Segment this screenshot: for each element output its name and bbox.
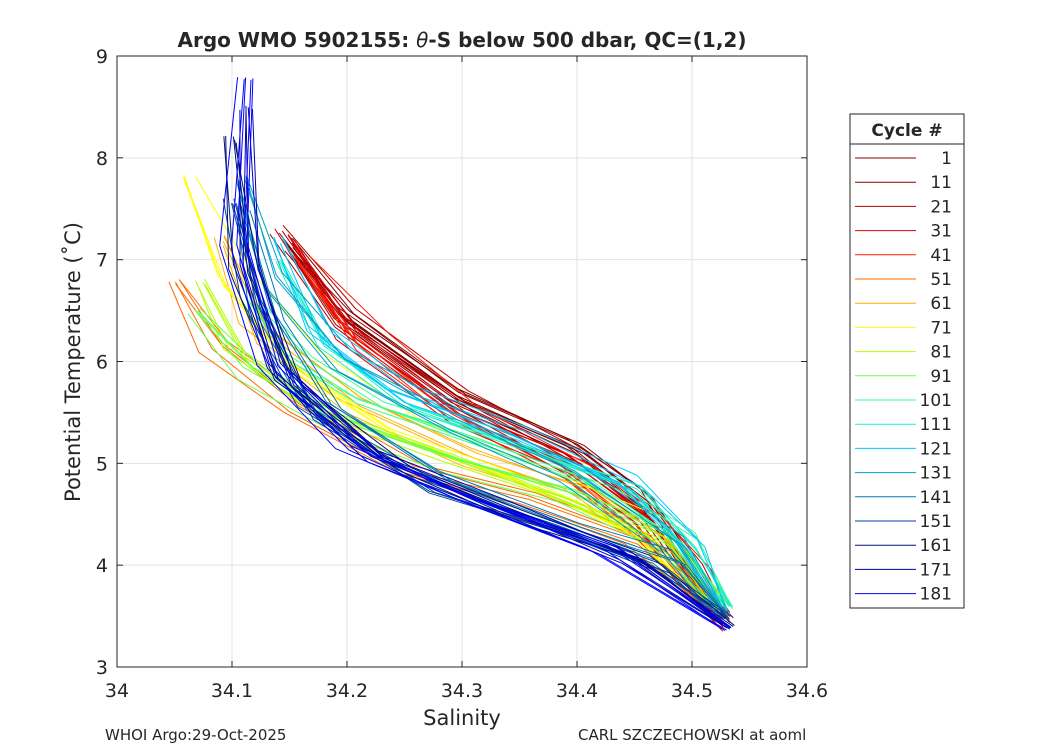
axis-ticks bbox=[116, 55, 808, 668]
y-tick-label: 8 bbox=[96, 148, 108, 170]
x-tick-label: 34.5 bbox=[671, 680, 713, 702]
series-181 bbox=[219, 77, 732, 632]
profile-line bbox=[230, 79, 727, 631]
series-121 bbox=[272, 236, 731, 620]
profile-line bbox=[219, 77, 723, 630]
legend-label: 121 bbox=[920, 439, 952, 459]
y-axis-label: Potential Temperature (˚C) bbox=[61, 222, 85, 502]
x-axis-label: Salinity bbox=[423, 706, 501, 730]
legend-label: 161 bbox=[920, 536, 952, 556]
y-tick-label: 3 bbox=[96, 657, 108, 679]
profile-line bbox=[236, 77, 726, 632]
legend-label: 71 bbox=[930, 318, 952, 338]
series-lines bbox=[168, 77, 735, 632]
legend-label: 31 bbox=[930, 222, 952, 242]
profile-line bbox=[245, 176, 724, 614]
profile-line bbox=[243, 79, 730, 628]
legend-label: 181 bbox=[920, 585, 952, 605]
x-tick-label: 34.4 bbox=[556, 680, 598, 702]
y-tick-label: 9 bbox=[96, 46, 108, 68]
profile-line bbox=[282, 236, 731, 615]
profile-line bbox=[279, 243, 729, 620]
legend: Cycle # 11121314151617181911011111211311… bbox=[849, 113, 965, 609]
legend-label: 81 bbox=[930, 343, 952, 363]
x-tick-label: 34.1 bbox=[211, 680, 253, 702]
legend-label: 141 bbox=[920, 488, 952, 508]
legend-box bbox=[849, 113, 965, 609]
x-tick-label: 34.2 bbox=[326, 680, 368, 702]
theta-symbol: θ bbox=[416, 28, 428, 52]
y-tick-label: 4 bbox=[96, 555, 108, 577]
y-tick-label: 6 bbox=[96, 352, 108, 374]
legend-label: 61 bbox=[930, 294, 952, 314]
legend-items: 1112131415161718191101111121131141151161… bbox=[855, 149, 952, 605]
profile-line bbox=[247, 107, 734, 627]
y-tick-label: 7 bbox=[96, 250, 108, 272]
legend-label: 21 bbox=[930, 197, 952, 217]
series-171 bbox=[239, 105, 734, 630]
profile-line bbox=[240, 205, 726, 616]
chart-title: Argo WMO 5902155: θ-S below 500 dbar, QC… bbox=[178, 28, 747, 52]
y-tick-label: 5 bbox=[96, 453, 108, 475]
profile-line bbox=[275, 261, 726, 608]
profile-line bbox=[249, 210, 730, 620]
profile-line bbox=[233, 198, 728, 617]
profile-line bbox=[246, 78, 732, 629]
legend-label: 101 bbox=[920, 391, 952, 411]
legend-label: 41 bbox=[930, 246, 952, 266]
x-tick-label: 34.6 bbox=[786, 680, 828, 702]
legend-label: 171 bbox=[920, 560, 952, 580]
profile-line bbox=[238, 180, 722, 621]
profile-line bbox=[244, 178, 727, 617]
profile-line bbox=[245, 105, 728, 627]
profile-line bbox=[282, 238, 728, 615]
legend-label: 51 bbox=[930, 270, 952, 290]
profile-line bbox=[245, 175, 727, 614]
x-tick-label: 34 bbox=[105, 680, 129, 702]
legend-label: 1 bbox=[941, 149, 952, 169]
profile-line bbox=[281, 263, 732, 607]
profile-line bbox=[178, 279, 722, 607]
legend-label: 11 bbox=[930, 173, 952, 193]
footer-right: CARL SZCZECHOWSKI at aoml bbox=[578, 726, 806, 744]
legend-label: 91 bbox=[930, 367, 952, 387]
profile-line bbox=[308, 255, 731, 624]
profile-line bbox=[195, 310, 725, 607]
legend-label: 111 bbox=[920, 415, 952, 435]
profile-line bbox=[195, 280, 716, 610]
legend-label: 151 bbox=[920, 512, 952, 532]
profile-line bbox=[233, 139, 735, 626]
x-tick-label: 34.3 bbox=[441, 680, 483, 702]
legend-title: Cycle # bbox=[871, 121, 942, 141]
footer-left: WHOI Argo:29-Oct-2025 bbox=[105, 726, 286, 744]
legend-label: 131 bbox=[920, 464, 952, 484]
